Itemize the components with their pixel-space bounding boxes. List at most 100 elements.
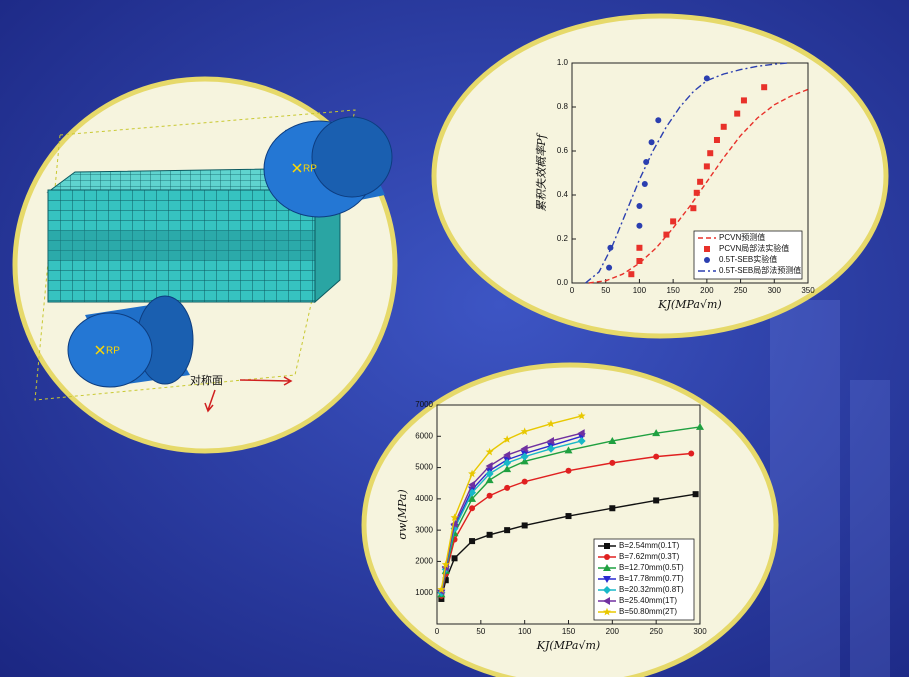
marker (437, 585, 446, 593)
x-tick-label: 0 (435, 627, 440, 636)
x-tick-label: 100 (518, 627, 532, 636)
marker (608, 436, 617, 444)
marker (707, 150, 714, 157)
marker (564, 446, 573, 454)
marker (670, 218, 677, 225)
marker (468, 480, 476, 489)
marker (603, 597, 610, 605)
legend-label: 0.5T-SEB局部法预测值 (719, 265, 801, 275)
fem-model: RP RP 对称面 (34, 109, 393, 413)
marker (546, 444, 555, 453)
marker (503, 451, 511, 460)
marker (468, 469, 477, 478)
roller: RP (67, 295, 194, 388)
marker (636, 222, 643, 229)
x-tick-label: 350 (801, 286, 815, 295)
marker (603, 576, 611, 583)
marker (603, 586, 611, 594)
legend-label: B=17.78mm(0.7T) (619, 574, 684, 583)
chart-panel (431, 13, 889, 339)
marker (609, 505, 616, 512)
marker (451, 555, 458, 562)
marker (636, 258, 643, 264)
marker (628, 271, 635, 278)
x-axis-label: KJ(MPa√m) (657, 298, 721, 311)
y-tick-label: 5000 (415, 463, 433, 472)
marker (520, 452, 529, 461)
reference-point-label: RP (106, 346, 120, 357)
marker (604, 554, 610, 560)
x-tick-label: 200 (700, 286, 714, 295)
marker (606, 264, 613, 271)
x-axis-label: KJ(MPa√m) (536, 639, 600, 652)
y-tick-label: 2000 (415, 557, 433, 566)
marker (663, 231, 670, 238)
marker (565, 513, 572, 520)
marker (503, 435, 512, 443)
marker (565, 467, 572, 474)
marker (438, 595, 445, 602)
marker (604, 543, 610, 549)
legend-label: B=7.62mm(0.3T) (619, 552, 680, 561)
marker (486, 492, 493, 499)
marker (469, 538, 476, 545)
marker (577, 411, 586, 420)
marker (486, 531, 493, 538)
y-tick-label: 0.0 (557, 278, 569, 287)
marker (469, 505, 476, 512)
marker (577, 436, 586, 445)
x-tick-label: 250 (734, 286, 748, 295)
y-tick-label: 0.8 (557, 102, 569, 111)
marker (690, 205, 697, 212)
marker (485, 462, 493, 471)
tower-decoration (770, 300, 890, 677)
marker (441, 560, 450, 568)
marker (504, 527, 511, 534)
x-tick-label: 200 (606, 627, 620, 636)
x-tick-label: 300 (693, 627, 707, 636)
x-tick-label: 100 (633, 286, 647, 295)
marker (713, 137, 720, 143)
marker (503, 458, 512, 467)
legend-label: PCVN预测值 (719, 232, 765, 242)
marker (734, 110, 741, 117)
marker (704, 246, 710, 252)
marker (468, 494, 477, 502)
marker (603, 607, 611, 616)
marker (696, 422, 704, 430)
x-tick-label: 50 (601, 286, 610, 295)
marker (503, 465, 512, 473)
marker (504, 484, 511, 491)
y-tick-label: 6000 (415, 431, 433, 440)
marker (546, 419, 555, 428)
marker (636, 244, 643, 251)
plane-label: 对称面 (190, 373, 223, 387)
marker (653, 453, 660, 460)
marker (546, 436, 554, 445)
legend-label: B=50.80mm(2T) (619, 607, 677, 616)
x-tick-label: 50 (476, 627, 485, 636)
marker (653, 497, 660, 504)
x-tick-label: 250 (649, 627, 663, 636)
legend-label: 0.5T-SEB实验值 (719, 254, 777, 264)
marker (609, 459, 616, 466)
marker (697, 178, 704, 185)
y-tick-label: 1.0 (557, 58, 569, 67)
marker (761, 84, 768, 91)
marker (442, 577, 449, 584)
marker (521, 522, 528, 529)
marker (485, 476, 494, 484)
reference-point-label: RP (303, 164, 317, 175)
marker (520, 427, 529, 435)
marker (636, 203, 643, 209)
legend-label: B=12.70mm(0.5T) (619, 563, 684, 572)
marker (603, 564, 611, 571)
marker (485, 469, 494, 478)
y-tick-label: 0.2 (557, 234, 569, 243)
y-axis-label: 累积失效概率Pf (535, 132, 548, 211)
y-tick-label: 3000 (415, 525, 433, 534)
legend-label: B=25.40mm(1T) (619, 596, 677, 605)
marker (693, 189, 700, 196)
marker (652, 429, 661, 437)
